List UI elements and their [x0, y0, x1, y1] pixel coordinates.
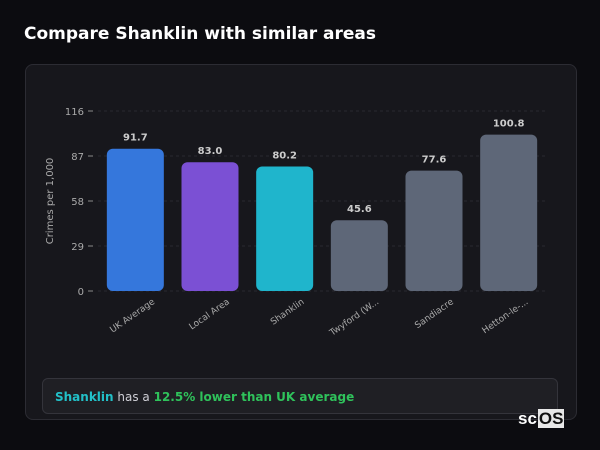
- bar: [181, 162, 239, 291]
- scos-logo: sc OS: [518, 409, 565, 428]
- chart-card: 0 29 58 87 116 Crimes per 1,000 91.7 UK Average…: [25, 64, 577, 420]
- summary-area: Shanklin: [55, 390, 114, 404]
- y-axis-label: Crimes per 1,000: [45, 158, 56, 245]
- x-tick-label: UK Average: [108, 297, 157, 335]
- summary-comparison: 12.5% lower than UK average: [153, 390, 355, 404]
- y-tick-label: 58: [71, 197, 84, 208]
- y-tick-label: 29: [71, 242, 84, 253]
- data-label: 77.6: [422, 155, 447, 166]
- bar: [330, 220, 388, 291]
- bar: [480, 134, 538, 291]
- bar: [256, 166, 314, 291]
- data-label: 100.8: [493, 119, 525, 130]
- bar-chart: 0 29 58 87 116 Crimes per 1,000 91.7 UK Average…: [45, 107, 546, 339]
- data-label: 83.0: [198, 146, 223, 157]
- page-title: Compare Shanklin with similar areas: [24, 24, 376, 44]
- x-tick-label: Sandiacre: [413, 297, 456, 331]
- y-tick-label: 87: [71, 152, 84, 163]
- y-tick-label: 0: [78, 287, 84, 298]
- x-tick-label: Local Area: [188, 297, 232, 332]
- bar: [106, 148, 164, 291]
- summary-box: Shanklin has a 12.5% lower than UK avera…: [42, 378, 558, 414]
- data-label: 45.6: [347, 204, 372, 215]
- x-tick-label: Shanklin: [269, 297, 306, 327]
- y-tick-label: 116: [65, 107, 84, 118]
- x-tick-label: Hetton-le-...: [481, 297, 531, 336]
- data-label: 91.7: [123, 133, 148, 144]
- bar: [405, 170, 463, 291]
- summary-text: has a: [113, 390, 154, 404]
- data-label: 80.2: [272, 151, 297, 162]
- x-tick-label: Twyford (W...: [327, 297, 381, 339]
